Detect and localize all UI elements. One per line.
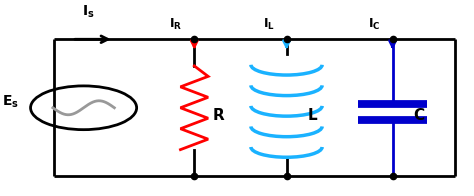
Text: $\mathbf{C}$: $\mathbf{C}$	[413, 107, 426, 123]
Text: $\mathbf{R}$: $\mathbf{R}$	[212, 107, 225, 123]
Text: $\mathbf{L}$: $\mathbf{L}$	[307, 107, 319, 123]
Text: $\mathbf{E_s}$: $\mathbf{E_s}$	[2, 94, 19, 110]
Text: $\mathbf{I_C}$: $\mathbf{I_C}$	[368, 16, 381, 32]
Text: $\mathbf{I_R}$: $\mathbf{I_R}$	[169, 16, 183, 32]
Text: $\mathbf{I_s}$: $\mathbf{I_s}$	[82, 4, 94, 20]
Text: $\mathbf{I_L}$: $\mathbf{I_L}$	[263, 16, 275, 32]
